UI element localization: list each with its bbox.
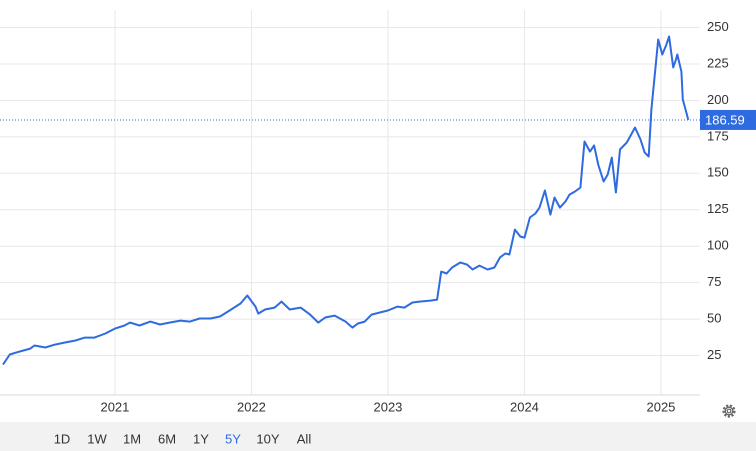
x-tick-label: 2025 [646,399,675,414]
y-tick-label: 125 [707,201,729,216]
range-button[interactable]: 10Y [256,431,279,446]
x-tick-label: 2021 [100,399,129,414]
range-button[interactable]: 1W [87,431,107,446]
range-button[interactable]: 1D [54,431,71,446]
y-tick-label: 250 [707,19,729,34]
range-button[interactable]: 5Y [225,431,241,446]
x-tick-label: 2022 [237,399,266,414]
y-tick-label: 75 [707,274,721,289]
x-tick-label: 2023 [373,399,402,414]
range-button[interactable]: All [297,431,312,446]
y-tick-label: 25 [707,347,721,362]
x-tick-label: 2024 [510,399,539,414]
y-tick-label: 225 [707,55,729,70]
last-price-box [700,109,756,130]
y-tick-label: 100 [707,238,729,253]
y-tick-label: 150 [707,165,729,180]
range-button[interactable]: 1M [123,431,141,446]
last-price-label: 186.59 [705,112,745,127]
control-bar [0,422,756,451]
settings-button[interactable] [722,404,736,418]
range-button[interactable]: 6M [158,431,176,446]
range-button[interactable]: 1Y [193,431,209,446]
y-tick-label: 50 [707,311,721,326]
y-tick-label: 175 [707,128,729,143]
price-line [2,35,690,366]
y-tick-label: 200 [707,92,729,107]
